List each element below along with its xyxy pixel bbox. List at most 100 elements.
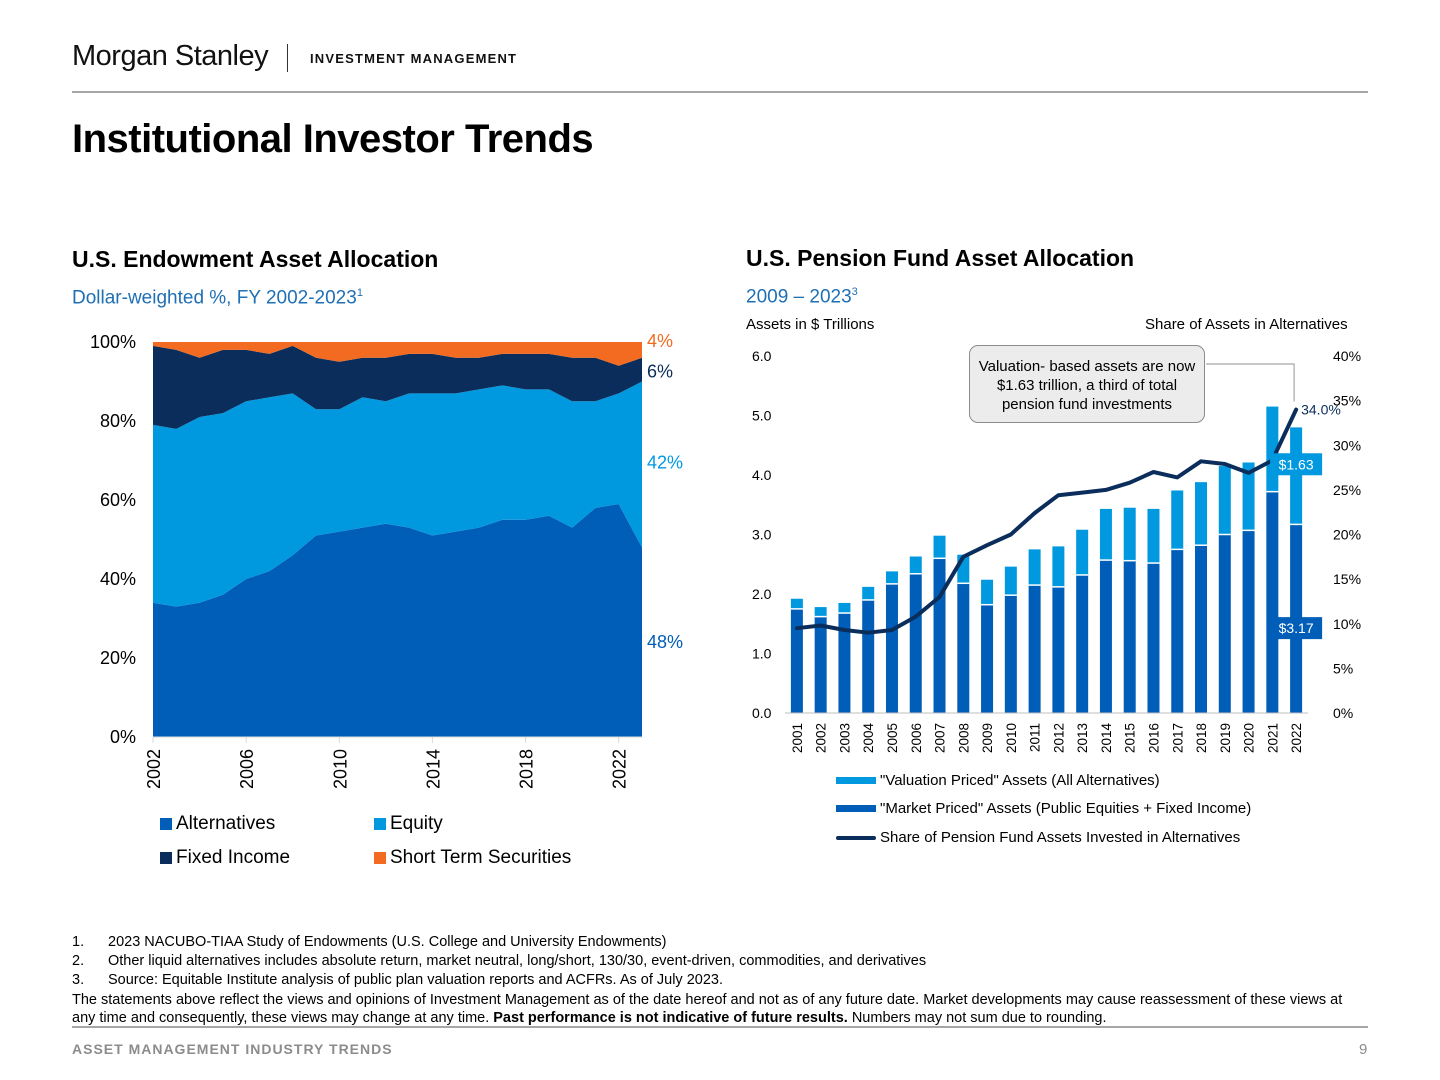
pension-left-y-axis: 0.0 1.0 2.0 3.0 4.0 5.0 6.0 — [752, 348, 772, 721]
pension-left-axis-caption: Assets in $ Trillions — [746, 316, 875, 333]
share-line — [794, 407, 1299, 635]
market-label-bg — [1270, 617, 1323, 640]
endowment-end-label: 48% — [647, 632, 683, 652]
pension-y-tick-label: 2.0 — [752, 586, 772, 602]
bar-market-priced — [1266, 491, 1279, 713]
pension-x-tick-label: 2003 — [837, 723, 852, 753]
bar-market-priced — [790, 608, 803, 713]
endowment-end-labels: 48% 42% 6% 4% — [647, 331, 683, 652]
callout-connector — [1206, 363, 1295, 402]
header-rule — [72, 91, 1368, 93]
legend-label-fixed-income: Fixed Income — [176, 847, 291, 868]
pension-footnote-ref: 3 — [851, 286, 858, 298]
legend-valuation-priced: "Valuation Priced" Assets (All Alternati… — [836, 772, 1160, 789]
pension-x-tick-label: 2017 — [1170, 723, 1185, 753]
bar-valuation-priced — [1171, 490, 1184, 550]
legend-label-alternatives: Alternatives — [176, 813, 276, 834]
bar-market-priced — [1171, 549, 1184, 713]
endowment-title: U.S. Endowment Asset Allocation — [72, 246, 439, 272]
footnote-3-number: 3. — [72, 972, 85, 988]
pension-y2-tick-label: 15% — [1333, 571, 1361, 587]
bar-market-priced — [1123, 560, 1136, 713]
bar-market-priced — [1004, 595, 1017, 713]
footer-section: ASSET MANAGEMENT INDUSTRY TRENDS — [72, 1041, 393, 1057]
pension-title: U.S. Pension Fund Asset Allocation — [746, 245, 1135, 271]
bar-valuation-priced — [885, 571, 898, 584]
legend-swatch-valuation — [836, 777, 876, 784]
endowment-subtitle-text: Dollar-weighted %, FY 2002-2023 — [72, 287, 357, 309]
legend-swatch-short-term — [374, 852, 386, 864]
pension-y-tick-label: 1.0 — [752, 646, 772, 662]
bar-valuation-priced — [862, 586, 875, 600]
pension-bars — [790, 406, 1303, 713]
pension-y2-tick-label: 20% — [1333, 527, 1361, 543]
bar-valuation-priced — [1242, 462, 1255, 531]
bar-valuation-priced — [1195, 482, 1208, 546]
legend-equity: Equity — [374, 813, 443, 835]
legend-fixed-income: Fixed Income — [160, 847, 290, 869]
pension-subtitle: 2009 – 20233 — [746, 286, 858, 308]
legend-alternatives: Alternatives — [160, 813, 275, 835]
pension-callout: Valuation- based assets are now $1.63 tr… — [969, 345, 1205, 423]
bar-valuation-priced — [1123, 507, 1136, 561]
pension-x-tick-label: 2015 — [1123, 723, 1138, 753]
pension-right-y-axis: 0% 5% 10% 15% 20% 25% 30% 35% 40% — [1333, 348, 1361, 721]
endowment-end-label: 42% — [647, 452, 683, 472]
legend-label-market: "Market Priced" Assets (Public Equities … — [880, 800, 1252, 817]
disclaimer-text: The statements above reflect the views a… — [72, 992, 1343, 1026]
bar-valuation-priced — [790, 598, 803, 609]
bar-market-priced — [814, 616, 827, 713]
footnote-2-number: 2. — [72, 953, 85, 969]
pension-x-tick-label: 2008 — [956, 723, 971, 753]
pension-right-axis-caption: Share of Assets in Alternatives — [1145, 316, 1348, 333]
pension-y2-tick-label: 10% — [1333, 616, 1361, 632]
pension-y2-tick-label: 40% — [1333, 348, 1361, 364]
pension-x-tick-label: 2007 — [933, 723, 948, 753]
bar-market-priced — [957, 583, 970, 713]
legend-swatch-fixed-income — [160, 852, 172, 864]
bar-valuation-priced — [981, 579, 994, 605]
bar-market-priced — [1099, 560, 1112, 713]
bar-market-priced — [909, 573, 922, 713]
pension-x-tick-label: 2022 — [1289, 723, 1304, 753]
pension-y2-tick-label: 25% — [1333, 482, 1361, 498]
endowment-x-axis: 2002 2006 2010 2014 2018 2022 — [144, 737, 630, 789]
page-title: Institutional Investor Trends — [72, 117, 594, 161]
pension-x-tick-label: 2019 — [1218, 723, 1233, 753]
footnote-2: 2. Other liquid alternatives includes abs… — [72, 953, 926, 969]
legend-share-line: Share of Pension Fund Assets Invested in… — [836, 829, 1240, 846]
pension-subtitle-text: 2009 – 2023 — [746, 286, 852, 308]
area-equity — [153, 381, 642, 607]
footnote-1-number: 1. — [72, 934, 85, 950]
bar-valuation-priced — [909, 556, 922, 574]
bar-market-priced — [862, 599, 875, 713]
pension-bar-chart: 0.0 1.0 2.0 3.0 4.0 5.0 6.0 0% 5% 10% 15% 20% 25% 30… — [752, 348, 1361, 754]
bar-valuation-priced — [1052, 546, 1065, 587]
pension-x-axis: 2001 2002 2003 2004 2005 2006 2007 2008 2009 2010… — [790, 723, 1304, 754]
market-data-label: $3.17 — [1279, 620, 1314, 636]
area-fixed-income — [153, 345, 642, 429]
bar-market-priced — [1076, 574, 1089, 713]
area-short-term-securities — [153, 342, 642, 366]
pension-y-tick-label: 0.0 — [752, 705, 772, 721]
bar-valuation-priced — [1218, 466, 1231, 535]
bar-market-priced — [1052, 586, 1065, 713]
endowment-x-tick-label: 2014 — [423, 749, 443, 789]
pension-y2-tick-label: 30% — [1333, 437, 1361, 453]
endowment-y-tick-label: 80% — [100, 411, 136, 431]
bar-valuation-priced — [814, 607, 827, 617]
valuation-label-bg — [1270, 453, 1323, 476]
endowment-x-tick-label: 2006 — [237, 749, 257, 789]
bar-market-priced — [1147, 563, 1160, 713]
bar-market-priced — [1218, 534, 1231, 713]
legend-label-equity: Equity — [390, 813, 443, 834]
pension-x-tick-label: 2010 — [1004, 723, 1019, 753]
footnote-1-text: 2023 NACUBO-TIAA Study of Endowments (U.… — [108, 934, 667, 950]
legend-short-term: Short Term Securities — [374, 847, 571, 869]
legend-swatch-share — [836, 835, 876, 840]
legend-market-priced: "Market Priced" Assets (Public Equities … — [836, 800, 1251, 817]
bar-market-priced — [885, 583, 898, 713]
disclaimer-bold: Past performance is not indicative of fu… — [493, 1010, 848, 1026]
footnote-3-text: Source: Equitable Institute analysis of … — [108, 972, 723, 988]
pension-x-tick-label: 2004 — [861, 723, 876, 754]
